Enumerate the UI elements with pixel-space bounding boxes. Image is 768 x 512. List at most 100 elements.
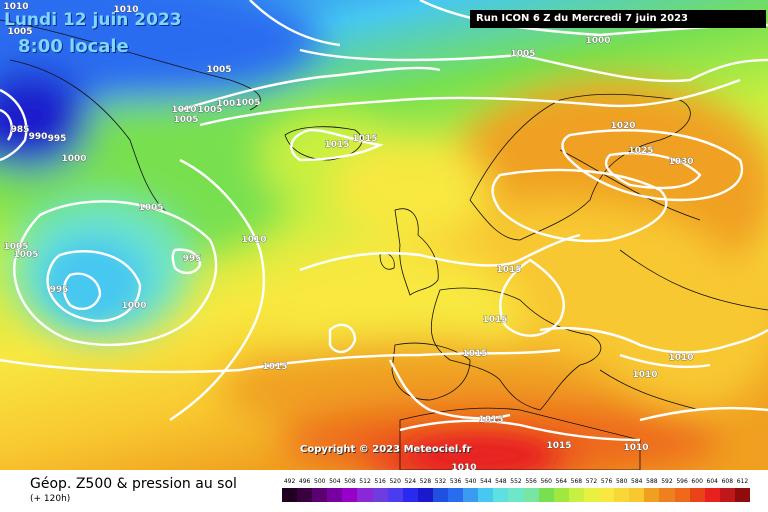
scale-swatch bbox=[674, 488, 691, 502]
scale-swatch bbox=[478, 488, 494, 502]
scale-label: 548 bbox=[495, 478, 507, 485]
isobar-label: 1010 bbox=[3, 2, 28, 12]
scale-label: 556 bbox=[525, 478, 537, 485]
scale-label: 532 bbox=[434, 478, 447, 485]
scale-label: 580 bbox=[615, 478, 628, 485]
isobar-label: 1010 bbox=[171, 105, 196, 115]
run-info-banner: Run ICON 6 Z du Mercredi 7 juin 2023 bbox=[470, 10, 766, 28]
scale-swatch bbox=[614, 488, 630, 502]
isobar-label: 1005 bbox=[3, 242, 28, 252]
scale-label: 596 bbox=[676, 478, 688, 485]
scale-swatch bbox=[568, 488, 585, 502]
isobar-label: 1010 bbox=[241, 235, 266, 245]
forecast-local-time: 8:00 locale bbox=[18, 36, 129, 57]
scale-label: 600 bbox=[691, 478, 703, 485]
iberia-outline bbox=[391, 342, 471, 401]
scale-swatch bbox=[417, 488, 434, 502]
z500-fields bbox=[0, 0, 768, 470]
isobar-label: 1010 bbox=[632, 370, 657, 380]
scale-swatch bbox=[538, 488, 555, 502]
isobar-label: 1005 bbox=[197, 105, 222, 115]
isobar-label: 1000 bbox=[61, 154, 86, 164]
scale-label: 564 bbox=[555, 478, 568, 485]
scale-label: 592 bbox=[661, 478, 673, 485]
isobar-label: 1005 bbox=[235, 98, 260, 108]
isobar-label: 990 bbox=[29, 132, 48, 142]
isobar-label: 1010 bbox=[113, 5, 138, 15]
britain-outline bbox=[394, 208, 439, 296]
scale-swatch bbox=[463, 488, 479, 502]
isobar-label: 1015 bbox=[496, 265, 521, 275]
scale-swatch bbox=[599, 488, 615, 502]
scale-swatch bbox=[402, 488, 419, 502]
scale-label: 524 bbox=[404, 478, 417, 485]
isobar-label: 995 bbox=[50, 285, 69, 295]
scale-label: 572 bbox=[585, 478, 598, 485]
scale-swatch bbox=[734, 488, 751, 502]
scale-swatch bbox=[327, 488, 343, 502]
scale-label: 576 bbox=[600, 478, 613, 485]
isobar-label: 995 bbox=[183, 254, 202, 264]
isobar-label: 1015 bbox=[262, 362, 287, 372]
scale-label: 508 bbox=[344, 478, 356, 485]
scale-swatch bbox=[553, 488, 570, 502]
scale-label: 608 bbox=[721, 478, 734, 485]
isobar-label: 1010 bbox=[668, 353, 693, 363]
scale-swatch bbox=[508, 488, 525, 502]
scale-label: 528 bbox=[419, 478, 432, 485]
scale-swatch bbox=[493, 488, 509, 502]
isobar-label: 985 bbox=[11, 125, 30, 135]
isobar-label: 1015 bbox=[352, 134, 377, 144]
scale-label: 492 bbox=[283, 478, 296, 485]
scale-label: 536 bbox=[449, 478, 462, 485]
scale-swatch bbox=[297, 488, 313, 502]
scale-label: 504 bbox=[329, 478, 341, 485]
scale-swatch bbox=[372, 488, 389, 502]
scale-swatch bbox=[704, 488, 721, 502]
north-africa-outline bbox=[399, 407, 641, 470]
scale-swatch bbox=[342, 488, 358, 502]
scale-label: 512 bbox=[359, 478, 371, 485]
europe-outline bbox=[430, 287, 602, 411]
scale-label: 560 bbox=[540, 478, 552, 485]
scale-swatch bbox=[448, 488, 464, 502]
scale-label: 584 bbox=[631, 478, 643, 485]
scale-label: 500 bbox=[314, 478, 326, 485]
iceland-outline bbox=[284, 126, 363, 161]
isobar-label: 1015 bbox=[546, 441, 571, 451]
scale-swatch bbox=[523, 488, 540, 502]
scale-swatch bbox=[659, 488, 675, 502]
scale-swatch bbox=[629, 488, 645, 502]
isobar-label: 1005 bbox=[7, 27, 32, 37]
isobar-label: 1005 bbox=[510, 49, 535, 59]
isobar-label: 1010 bbox=[451, 463, 476, 470]
scale-label: 552 bbox=[510, 478, 522, 485]
scale-label: 496 bbox=[298, 478, 311, 485]
isobar-label: 1005 bbox=[138, 203, 163, 213]
isobar-label: 1015 bbox=[324, 140, 349, 150]
scale-swatch bbox=[644, 488, 660, 502]
forecast-map: 1010 1010 1005 1005 1000 1005 1010 1005 1001 1005… bbox=[0, 0, 768, 470]
scale-swatch bbox=[689, 488, 706, 502]
isobar-label: 1015 bbox=[478, 415, 503, 425]
isobar-label: 1030 bbox=[668, 157, 693, 167]
scale-swatch bbox=[282, 488, 298, 502]
isobar-label: 1025 bbox=[628, 146, 653, 156]
isobar-label: 995 bbox=[48, 134, 67, 144]
scale-label: 520 bbox=[389, 478, 401, 485]
scale-swatch bbox=[312, 488, 328, 502]
scale-swatch bbox=[432, 488, 449, 502]
scale-swatch bbox=[719, 488, 736, 502]
z500-color-scale: 492 496 500 504 508 512 516 520 524 528 532 536 540 5… bbox=[282, 478, 752, 510]
scale-label: 568 bbox=[570, 478, 583, 485]
scale-label: 588 bbox=[646, 478, 658, 485]
isobar-label: 1015 bbox=[482, 315, 507, 325]
scale-swatch bbox=[387, 488, 404, 502]
isobar-label: 1005 bbox=[13, 250, 38, 260]
forecast-date: Lundi 12 juin 2023 bbox=[4, 10, 182, 30]
scale-swatch bbox=[583, 488, 600, 502]
isobar-label: 1000 bbox=[121, 301, 146, 311]
scale-swatch bbox=[357, 488, 374, 502]
